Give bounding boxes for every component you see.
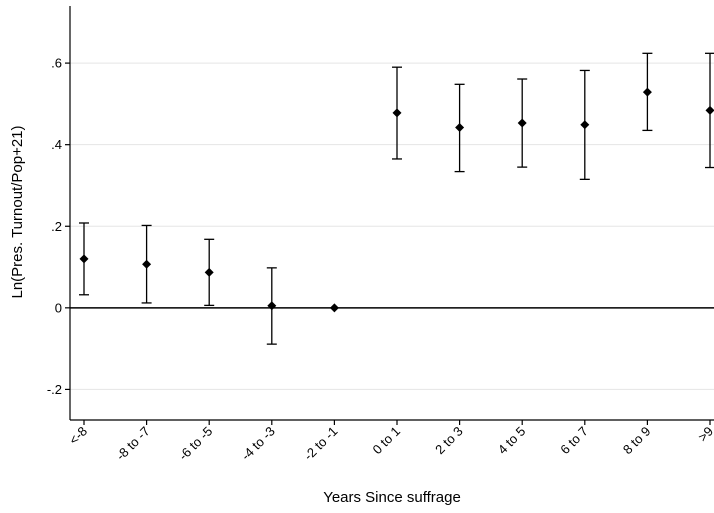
point-marker-1 (142, 259, 152, 269)
x-tick-label-0: <-8 (66, 424, 90, 448)
point-marker-9 (642, 87, 652, 97)
point-marker-2 (204, 267, 214, 277)
x-tick-label-4: -2 to -1 (301, 424, 341, 464)
x-axis-title: Years Since suffrage (323, 489, 461, 506)
y-tick-label-1: 0 (55, 300, 62, 315)
x-tick-label-3: -4 to -3 (238, 424, 278, 464)
x-tick-label-9: 8 to 9 (620, 424, 654, 458)
point-marker-10 (705, 105, 714, 115)
x-tick-label-6: 2 to 3 (432, 424, 466, 458)
x-tick-label-10: >9 (695, 424, 714, 445)
x-tick-label-7: 4 to 5 (495, 424, 529, 458)
x-tick-label-5: 0 to 1 (370, 424, 404, 458)
x-tick-label-8: 6 to 7 (557, 424, 591, 458)
point-marker-3 (267, 301, 277, 311)
point-marker-5 (392, 108, 402, 118)
point-marker-8 (580, 120, 590, 130)
y-tick-label-2: .2 (51, 219, 62, 234)
y-axis-ticks: -.2 0 .2 .4 .6 (47, 56, 70, 397)
y-tick-label-3: .4 (51, 137, 62, 152)
x-tick-label-1: -8 to -7 (113, 424, 153, 464)
x-tick-label-2: -6 to -5 (176, 424, 216, 464)
point-marker-0 (79, 254, 89, 264)
point-marker-6 (455, 123, 465, 133)
point-marker-7 (517, 118, 527, 128)
y-axis-title: Ln(Pres. Turnout/Pop+21) (9, 125, 26, 298)
y-tick-label-0: -.2 (47, 382, 62, 397)
error-bars (79, 52, 714, 345)
point-markers (79, 87, 714, 313)
y-tick-label-4: .6 (51, 56, 62, 71)
point-marker-4 (329, 303, 339, 313)
x-axis-ticks: <-8 -8 to -7 -6 to -5 -4 to -3 -2 to -1 0 to … (66, 420, 714, 463)
grid-lines (70, 62, 714, 390)
